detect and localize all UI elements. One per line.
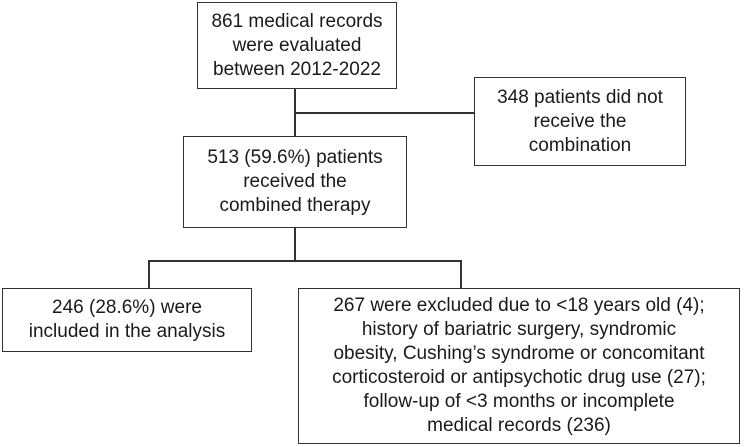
evaluated-line-1: 861 medical records: [211, 10, 383, 32]
excluded-line-5: follow-up of <3 months or incomplete: [363, 391, 675, 412]
excluded-line-3: obesity, Cushing’s syndrome or concomita…: [333, 343, 705, 364]
connector-split-horizontal: [148, 260, 462, 262]
connector-branch-not-received: [295, 112, 475, 114]
included-line-1: 246 (28.6%) were: [52, 297, 202, 318]
received-line-2: received the: [243, 171, 347, 192]
excluded-line-1: 267 were excluded due to <18 years old (…: [333, 295, 705, 316]
not-received-line-3: combination: [528, 134, 632, 156]
received-line-3: combined therapy: [219, 195, 371, 216]
not-received-box: 348 patients did not receive the combina…: [474, 77, 686, 166]
received-combination-box: 513 (59.6%) patients received the combin…: [183, 136, 407, 228]
excluded-line-4: corticosteroid or antipsychotic drug use…: [332, 367, 706, 388]
excluded-box: 267 were excluded due to <18 years old (…: [298, 288, 740, 444]
included-box: 246 (28.6%) were included in the analysi…: [2, 288, 252, 352]
excluded-line-2: history of bariatric surgery, syndromic: [361, 319, 677, 340]
not-received-line-1: 348 patients did not: [497, 86, 663, 108]
connector-received-to-split: [294, 228, 296, 262]
not-received-line-2: receive the: [533, 110, 627, 132]
received-line-1: 513 (59.6%) patients: [207, 147, 383, 168]
evaluated-records-box: 861 medical records were evaluated betwe…: [197, 2, 397, 89]
connector-drop-excluded: [460, 260, 462, 290]
included-line-2: included in the analysis: [28, 321, 226, 342]
evaluated-line-3: between 2012-2022: [213, 58, 381, 80]
excluded-line-6: medical records (236): [427, 415, 611, 436]
connector-drop-included: [148, 260, 150, 290]
evaluated-line-2: were evaluated: [232, 34, 362, 56]
